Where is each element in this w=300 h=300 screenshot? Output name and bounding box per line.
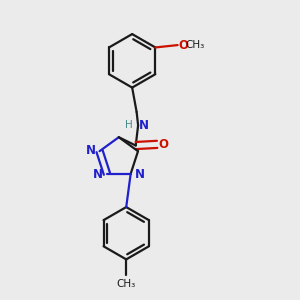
- Text: CH₃: CH₃: [117, 279, 136, 289]
- Text: N: N: [85, 144, 95, 157]
- Text: N: N: [139, 119, 149, 132]
- Text: N: N: [135, 168, 145, 181]
- Text: O: O: [178, 39, 188, 52]
- Text: H: H: [125, 120, 133, 130]
- Text: CH₃: CH₃: [185, 40, 205, 50]
- Text: O: O: [158, 138, 168, 151]
- Text: N: N: [93, 168, 103, 181]
